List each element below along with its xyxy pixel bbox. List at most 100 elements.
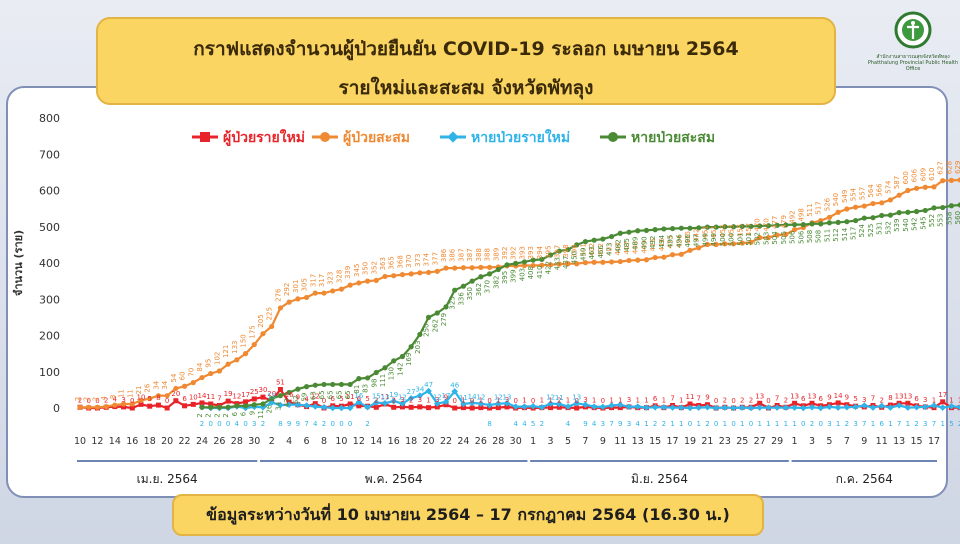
data-point [687,225,693,231]
data-label: 492 [789,210,797,223]
data-label: 531 [876,221,884,234]
data-point [556,261,562,267]
x-tick-label: 12 [91,436,103,447]
x-tick-label: 19 [684,436,696,447]
data-point [468,399,476,407]
data-label: 8 [888,394,892,402]
data-label: 4 [513,420,518,428]
data-point [635,257,641,263]
data-label: 1 [662,397,666,405]
data-point [173,398,179,404]
data-point [887,212,894,218]
data-label: 470 [762,218,770,231]
y-tick-label: 600 [39,185,60,198]
x-tick-label: 10 [335,436,347,447]
data-label: 3 [418,396,422,404]
data-label: 95 [205,359,213,368]
data-label: 2 [322,420,326,428]
page-subtitle: รายใหม่และสะสม จังหวัดพัทลุง [338,77,594,99]
data-label: 2 [723,396,727,404]
data-point [182,403,188,409]
data-label: 459 [579,248,587,261]
data-label: 3 [853,420,857,428]
data-point [164,393,170,399]
data-point [181,383,188,389]
data-point [364,278,371,284]
data-label: 2 [213,413,221,417]
data-label: 2 [845,420,849,428]
data-label: 403 [606,243,614,256]
title-banner: กราฟแสดงจำนวนผู้ป่วยยืนยัน COVID-19 ระลอ… [96,17,836,105]
data-point [783,231,789,237]
data-label: 4 [635,420,640,428]
data-label: 497 [693,234,701,247]
data-label: 477 [771,216,779,229]
data-point [469,405,475,411]
data-label: 19 [224,390,233,398]
data-label: 373 [414,253,422,266]
data-label: 539 [893,219,901,232]
data-point [382,273,388,280]
data-point [713,224,719,230]
x-tick-label: 16 [126,436,138,447]
data-label: 558 [945,212,953,225]
data-label: 2 [104,396,108,404]
x-tick-label: 24 [196,436,208,447]
data-point [696,245,702,251]
y-tick-label: 0 [53,402,60,415]
data-label: 51 [276,379,285,387]
data-label: 362 [475,283,483,296]
data-point [687,247,693,253]
data-label: 1 [461,397,465,405]
data-point [818,221,824,227]
data-label: 4 [522,420,527,428]
data-point [495,405,501,411]
data-point [451,388,458,395]
data-label: 501 [736,232,744,245]
data-label: 7 [696,394,700,402]
data-label: 317 [309,274,317,287]
data-label: 463 [588,246,596,259]
x-tick-label: 10 [74,436,86,447]
data-point [956,404,960,411]
data-point [147,403,153,409]
data-label: 52 [292,395,300,404]
data-label: 0 [130,397,134,405]
data-label: 4 [113,396,118,404]
data-point [599,403,607,411]
data-label: 0 [348,420,352,428]
chart-panel [6,86,948,498]
data-point [208,401,214,407]
x-tick-label: 22 [440,436,452,447]
data-point [434,400,441,407]
data-label: 0 [731,420,735,428]
data-label: 1 [540,397,544,405]
data-point [434,268,440,274]
data-label: 0 [766,397,770,405]
data-label: 63 [309,391,317,400]
data-label: 81 [353,385,361,394]
data-point [138,397,144,403]
x-tick-label: 29 [771,436,783,447]
data-label: 5 [339,395,343,403]
data-point [417,404,423,410]
data-label: 508 [815,230,823,243]
data-point [826,214,833,220]
data-label: 65 [318,390,326,399]
data-point [913,208,920,215]
data-point [277,387,283,393]
data-label: 26 [266,404,274,413]
data-point [773,404,781,411]
data-point [547,252,554,258]
data-point [260,394,266,400]
data-point [765,235,772,241]
x-tick-label: 18 [405,436,417,447]
data-label: 350 [362,262,370,275]
data-point [329,404,336,412]
data-label: 0 [601,397,605,405]
data-label: 0 [208,420,212,428]
data-point [112,402,118,408]
data-point [922,403,929,411]
data-label: 7 [304,420,308,428]
data-point [704,224,711,230]
